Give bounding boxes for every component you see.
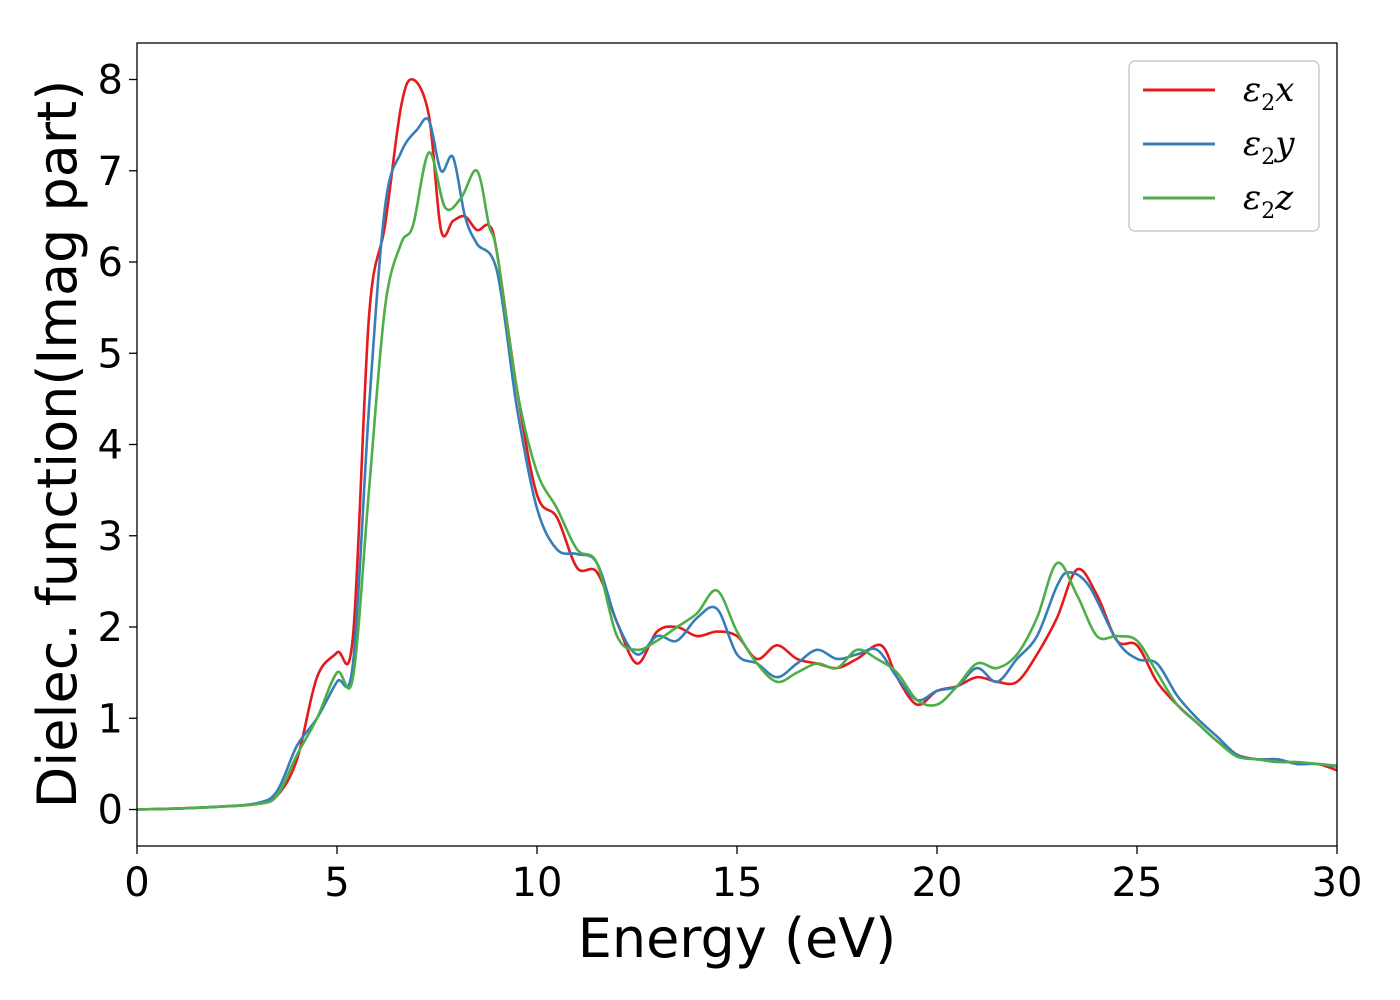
series-line-y <box>136 117 1338 811</box>
y-tick-label: 2 <box>98 605 123 651</box>
x-tick-label: 10 <box>512 860 563 906</box>
y-tick-label: 4 <box>98 423 123 469</box>
legend: ε2x ε2y ε2z <box>1128 60 1320 232</box>
x-tick-label: 15 <box>712 860 763 906</box>
y-tick-label: 3 <box>98 514 123 560</box>
x-axis: 0 5 10 15 20 25 30 <box>124 846 1362 906</box>
y-tick-label: 0 <box>98 788 123 834</box>
x-tick-label: 25 <box>1112 860 1163 906</box>
y-tick-label: 5 <box>98 331 123 377</box>
x-tick-label: 5 <box>324 860 349 906</box>
y-tick-label: 8 <box>98 58 123 104</box>
legend-label-z: ε2z <box>1243 178 1294 224</box>
series-line-z <box>136 151 1338 811</box>
x-tick-label: 0 <box>124 860 149 906</box>
x-axis-title: Energy (eV) <box>578 907 897 970</box>
legend-label-x: ε2x <box>1243 70 1294 116</box>
series-layer <box>136 77 1338 811</box>
y-tick-label: 1 <box>98 696 123 742</box>
y-axis: 0 1 2 3 4 5 6 7 8 <box>98 58 137 834</box>
legend-box <box>1128 60 1320 232</box>
y-axis-title: Dielec. function(Imag part) <box>26 80 89 809</box>
y-tick-label: 7 <box>98 149 123 195</box>
series-line-x <box>136 77 1338 811</box>
x-tick-label: 30 <box>1312 860 1363 906</box>
x-tick-label: 20 <box>912 860 963 906</box>
legend-label-y: ε2y <box>1243 124 1295 170</box>
y-tick-label: 6 <box>98 240 123 286</box>
